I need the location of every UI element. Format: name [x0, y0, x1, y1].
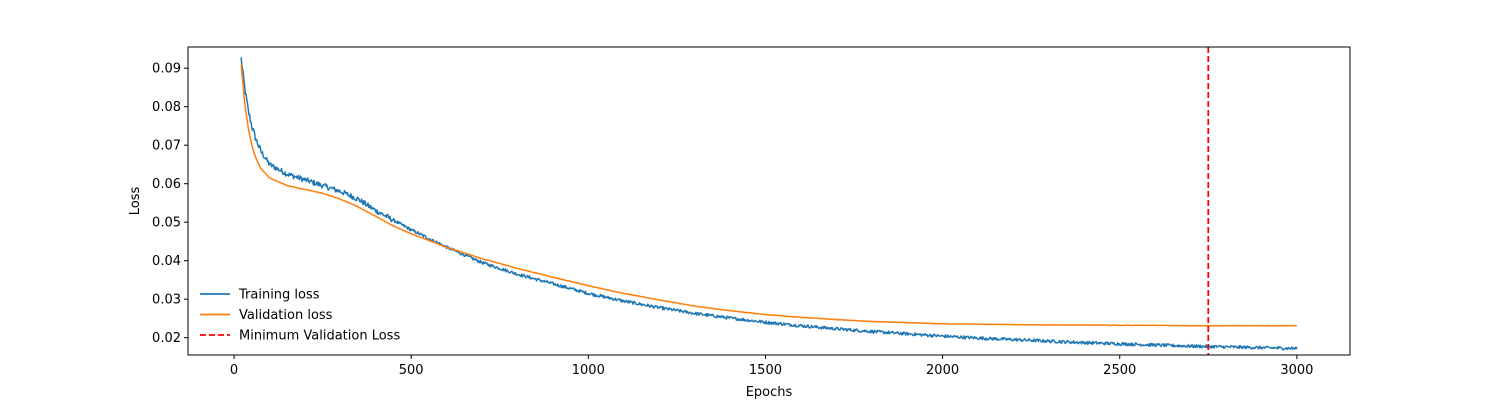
- x-tick-label: 0: [230, 363, 238, 378]
- series-validation-loss: [240, 64, 1297, 327]
- x-tick-label: 2000: [926, 363, 959, 378]
- legend-label-validation-loss: Validation loss: [239, 308, 333, 323]
- y-tick-label: 0.02: [152, 331, 181, 346]
- plot-frame: [187, 46, 1351, 356]
- legend-label-minimum-validation-loss: Minimum Validation Loss: [239, 329, 400, 344]
- x-tick-label: 500: [399, 363, 424, 378]
- y-tick-label: 0.07: [152, 139, 181, 154]
- series-training-loss: [240, 57, 1298, 351]
- legend: Training loss Validation loss Minimum Va…: [200, 288, 400, 344]
- x-axis-label: Epochs: [746, 385, 793, 400]
- x-tick-label: 1000: [572, 363, 605, 378]
- x-axis-ticks: 0 500 1000 1500 2000 2500 3000: [230, 355, 1313, 378]
- x-tick-label: 2500: [1103, 363, 1136, 378]
- series-layer: [240, 47, 1298, 355]
- y-tick-label: 0.09: [152, 62, 181, 77]
- y-tick-label: 0.06: [152, 177, 181, 192]
- y-tick-label: 0.03: [152, 293, 181, 308]
- legend-label-training-loss: Training loss: [238, 288, 320, 303]
- y-tick-label: 0.08: [152, 100, 181, 115]
- y-axis-label: Loss: [128, 187, 143, 216]
- x-tick-label: 3000: [1280, 363, 1313, 378]
- y-tick-label: 0.05: [152, 216, 181, 231]
- y-axis-ticks: 0.02 0.03 0.04 0.05 0.06 0.07 0.08 0.09: [152, 62, 188, 346]
- y-tick-label: 0.04: [152, 254, 181, 269]
- x-tick-label: 1500: [749, 363, 782, 378]
